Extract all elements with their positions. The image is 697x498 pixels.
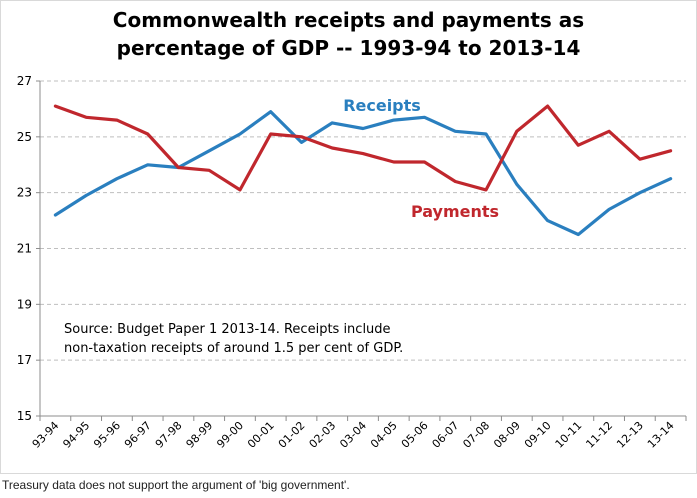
chart-title-line-2: percentage of GDP -- 1993-94 to 2013-14 [116,36,581,60]
data-point-receipts [484,132,488,136]
data-point-payments [453,180,457,184]
data-point-receipts [515,182,519,186]
x-tick-label: 02-03 [307,419,339,451]
x-tick-label: 10-11 [553,419,585,451]
y-tick-label: 17 [17,353,32,367]
source-note-line-1: Source: Budget Paper 1 2013-14. Receipts… [64,322,391,337]
x-tick-label: 09-10 [522,419,554,451]
x-tick-label: 98-99 [184,419,216,451]
data-point-receipts [269,110,273,114]
data-point-receipts [84,193,88,197]
data-point-payments [269,132,273,136]
x-tick-label: 93-94 [30,419,62,451]
data-point-payments [669,149,673,153]
x-tick-label: 00-01 [245,419,277,451]
data-point-receipts [453,129,457,133]
data-point-receipts [607,207,611,211]
y-tick-label: 21 [17,242,32,256]
data-point-receipts [392,118,396,122]
data-point-payments [146,132,150,136]
chart-frame [0,0,697,474]
data-point-receipts [238,132,242,136]
series-label-receipts: Receipts [343,96,421,115]
source-note: Source: Budget Paper 1 2013-14. Receipts… [64,320,403,358]
x-tick-label: 94-95 [60,419,92,451]
data-point-payments [484,188,488,192]
series-label-payments: Payments [411,202,499,221]
x-tick-label: 13-14 [645,419,677,451]
x-tick-label: 11-12 [583,419,615,451]
data-point-receipts [423,115,427,119]
data-point-payments [607,129,611,133]
x-tick-label: 01-02 [276,419,308,451]
y-tick-label: 15 [17,409,32,423]
data-point-payments [576,143,580,147]
data-point-payments [238,188,242,192]
x-tick-label: 97-98 [153,419,185,451]
y-tick-label: 19 [17,297,32,311]
data-point-payments [361,152,365,156]
data-point-receipts [299,140,303,144]
data-point-receipts [576,233,580,237]
data-point-payments [392,160,396,164]
x-tick-label: 95-96 [91,419,123,451]
data-point-payments [115,118,119,122]
data-point-payments [638,157,642,161]
series-line-receipts [53,110,673,237]
x-tick-label: 08-09 [491,419,523,451]
data-point-receipts [330,121,334,125]
x-tick-label: 07-08 [460,419,492,451]
data-point-receipts [546,219,550,223]
data-point-receipts [669,177,673,181]
data-point-payments [84,115,88,119]
data-point-payments [299,135,303,139]
data-point-receipts [146,163,150,167]
x-tick-label: 06-07 [430,419,462,451]
y-tick-label: 27 [17,74,32,88]
data-point-receipts [53,213,57,217]
x-tick-label: 03-04 [337,419,369,451]
data-point-payments [330,146,334,150]
data-point-receipts [361,126,365,130]
data-point-receipts [638,191,642,195]
source-note-line-2: non-taxation receipts of around 1.5 per … [64,341,404,356]
x-tick-label: 96-97 [122,419,154,451]
y-tick-label: 25 [17,130,32,144]
data-point-receipts [115,177,119,181]
y-tick-label: 23 [17,186,32,200]
x-tick-label: 12-13 [614,419,646,451]
line-chart: 1517192123252793-9494-9595-9696-9797-989… [17,74,687,451]
data-point-payments [176,166,180,170]
data-point-receipts [207,149,211,153]
x-tick-label: 04-05 [368,419,400,451]
data-point-payments [207,168,211,172]
chart-title: Commonwealth receipts and payments as pe… [0,6,697,62]
data-point-payments [515,129,519,133]
data-point-payments [546,104,550,108]
figure-caption: Treasury data does not support the argum… [2,478,350,492]
series-line-payments [53,104,673,192]
data-point-payments [53,104,57,108]
x-tick-label: 05-06 [399,419,431,451]
chart-title-line-1: Commonwealth receipts and payments as [112,8,585,32]
x-tick-label: 99-00 [214,419,246,451]
data-point-payments [423,160,427,164]
